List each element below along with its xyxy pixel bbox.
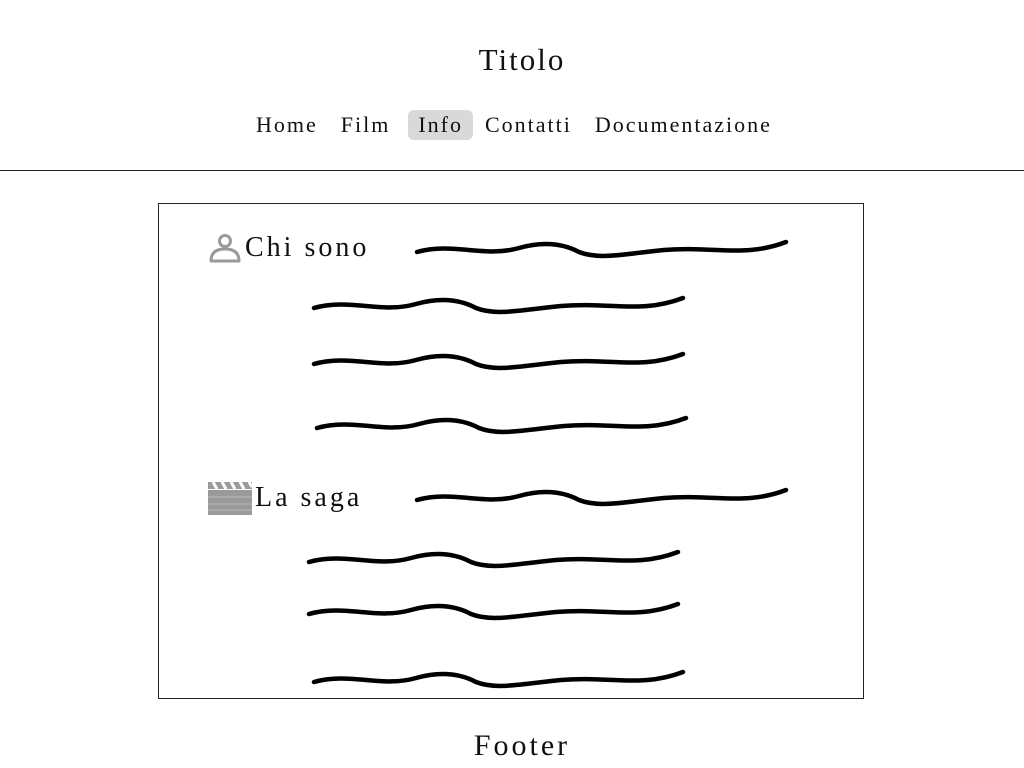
header-divider	[0, 170, 1024, 171]
section-heading-text: La saga	[255, 482, 363, 513]
page-title: Titolo	[478, 42, 566, 77]
section-heading-chi-sono: Chi sono	[207, 230, 369, 266]
content-box: Chi sono La	[158, 203, 864, 699]
placeholder-text-line	[414, 487, 789, 507]
placeholder-text-line	[306, 601, 681, 621]
placeholder-text-line	[311, 351, 686, 371]
main-nav: Home Film Info Contatti Documentazione	[246, 109, 785, 141]
user-icon	[207, 230, 243, 266]
placeholder-text-line	[314, 415, 689, 435]
placeholder-text-line	[311, 669, 686, 689]
section-heading-la-saga: La saga	[207, 480, 362, 516]
placeholder-text-line	[414, 239, 789, 259]
nav-item-info[interactable]: Info	[408, 110, 473, 140]
nav-item-home[interactable]: Home	[256, 112, 318, 137]
placeholder-text-line	[306, 549, 681, 569]
clapperboard-icon	[207, 480, 254, 516]
nav-item-film[interactable]: Film	[340, 112, 391, 137]
placeholder-text-line	[311, 295, 686, 315]
nav-item-documentazione[interactable]: Documentazione	[594, 112, 772, 137]
footer: Footer	[473, 729, 571, 762]
nav-item-contatti[interactable]: Contatti	[485, 112, 572, 137]
section-heading-text: Chi sono	[245, 232, 370, 263]
